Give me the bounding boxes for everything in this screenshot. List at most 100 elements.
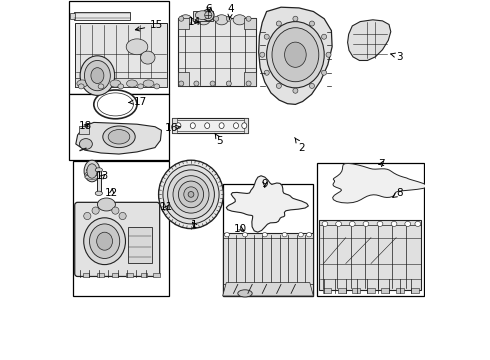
Polygon shape	[222, 283, 314, 296]
FancyBboxPatch shape	[74, 202, 160, 276]
Ellipse shape	[226, 81, 231, 86]
Bar	[178, 18, 189, 29]
Ellipse shape	[85, 175, 99, 179]
Ellipse shape	[391, 221, 397, 226]
Ellipse shape	[321, 34, 327, 39]
Bar	[74, 12, 130, 20]
Bar	[319, 220, 421, 290]
Text: 1: 1	[191, 220, 198, 230]
Ellipse shape	[293, 88, 298, 93]
Bar	[79, 126, 89, 134]
Ellipse shape	[178, 181, 204, 208]
Ellipse shape	[322, 221, 328, 226]
Ellipse shape	[90, 224, 120, 258]
Ellipse shape	[415, 221, 421, 226]
Ellipse shape	[293, 16, 298, 21]
Ellipse shape	[215, 15, 228, 25]
Ellipse shape	[86, 171, 98, 176]
Ellipse shape	[97, 232, 113, 250]
Ellipse shape	[226, 16, 231, 21]
Ellipse shape	[205, 12, 212, 19]
Ellipse shape	[246, 81, 251, 86]
Bar	[381, 288, 389, 293]
Ellipse shape	[108, 130, 130, 144]
Text: 10: 10	[234, 224, 247, 234]
Ellipse shape	[179, 15, 192, 25]
Ellipse shape	[262, 233, 268, 237]
Ellipse shape	[84, 60, 110, 91]
Polygon shape	[259, 7, 332, 104]
Polygon shape	[226, 176, 308, 232]
Ellipse shape	[84, 212, 91, 220]
Text: 12: 12	[105, 188, 119, 198]
Text: 5: 5	[215, 133, 223, 146]
Bar	[352, 288, 360, 293]
Bar	[98, 273, 104, 277]
Bar	[172, 118, 176, 133]
Bar	[172, 118, 248, 133]
Ellipse shape	[326, 52, 331, 57]
Bar	[323, 288, 331, 293]
Ellipse shape	[336, 221, 342, 226]
Ellipse shape	[154, 84, 160, 89]
Ellipse shape	[405, 221, 411, 226]
Ellipse shape	[282, 233, 287, 237]
Ellipse shape	[138, 84, 144, 89]
Bar	[244, 118, 248, 133]
Ellipse shape	[91, 68, 104, 84]
Polygon shape	[76, 122, 162, 154]
Polygon shape	[347, 20, 391, 60]
Ellipse shape	[79, 139, 92, 149]
Bar	[73, 161, 169, 296]
Bar	[153, 273, 160, 277]
Ellipse shape	[94, 80, 104, 87]
Ellipse shape	[202, 9, 214, 21]
Ellipse shape	[264, 70, 269, 75]
Ellipse shape	[95, 191, 102, 195]
Text: 15: 15	[135, 20, 164, 31]
Ellipse shape	[92, 207, 99, 214]
Text: 6: 6	[206, 4, 212, 14]
Text: 7: 7	[378, 159, 385, 169]
Bar	[193, 11, 213, 21]
Ellipse shape	[243, 233, 247, 237]
Ellipse shape	[98, 93, 133, 116]
Bar	[126, 273, 133, 277]
Bar	[83, 273, 90, 277]
Ellipse shape	[363, 221, 369, 226]
Ellipse shape	[95, 168, 102, 172]
Ellipse shape	[173, 176, 209, 213]
Text: 11: 11	[160, 202, 173, 212]
Bar	[75, 23, 167, 87]
Ellipse shape	[321, 70, 327, 75]
Ellipse shape	[246, 16, 251, 21]
Ellipse shape	[86, 168, 98, 172]
Ellipse shape	[224, 233, 229, 237]
Ellipse shape	[242, 123, 247, 129]
Ellipse shape	[196, 11, 210, 19]
Ellipse shape	[110, 80, 121, 87]
Bar	[396, 288, 404, 293]
Bar	[222, 233, 314, 296]
Bar	[69, 1, 170, 94]
Ellipse shape	[205, 123, 210, 129]
Ellipse shape	[310, 21, 315, 26]
Ellipse shape	[80, 56, 115, 95]
Ellipse shape	[276, 21, 281, 26]
Ellipse shape	[98, 198, 116, 211]
Text: 13: 13	[96, 171, 109, 181]
Bar	[178, 18, 256, 86]
Ellipse shape	[143, 80, 154, 87]
Ellipse shape	[179, 81, 184, 86]
Ellipse shape	[214, 16, 219, 21]
Ellipse shape	[188, 192, 194, 197]
Bar	[178, 72, 189, 86]
Ellipse shape	[87, 164, 97, 178]
Ellipse shape	[176, 123, 181, 129]
Ellipse shape	[210, 81, 215, 86]
Ellipse shape	[219, 123, 224, 129]
Ellipse shape	[184, 187, 198, 202]
Ellipse shape	[194, 81, 199, 86]
Text: 2: 2	[294, 138, 305, 153]
Ellipse shape	[118, 84, 123, 89]
